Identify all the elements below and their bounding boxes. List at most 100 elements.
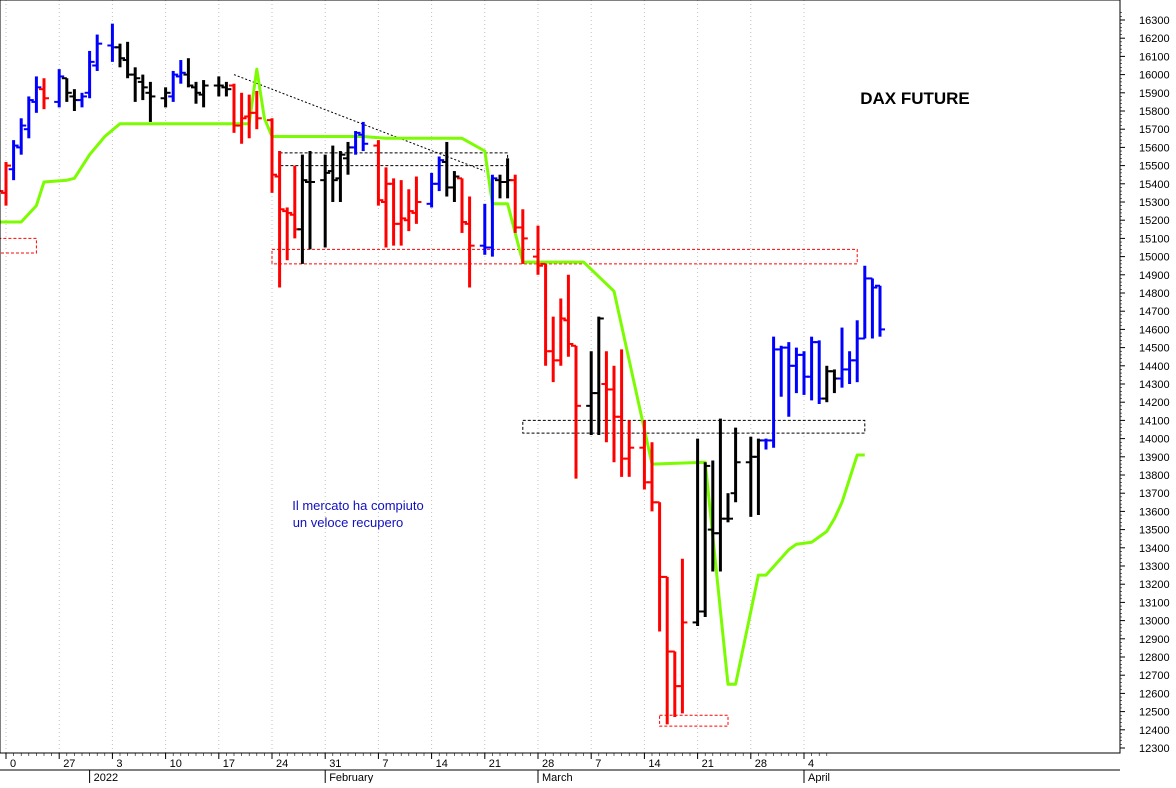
ohlc-bar [844, 351, 855, 384]
month-label: 2022 [94, 772, 118, 783]
ohlc-bar [175, 60, 186, 84]
y-tick-label: 13100 [1139, 597, 1170, 609]
ohlc-bar [251, 90, 262, 130]
y-tick-label: 15900 [1139, 88, 1170, 100]
ohlc-bar [776, 345, 787, 397]
ohlc-bar [624, 420, 635, 477]
ohlc-bar [160, 87, 171, 108]
y-tick-label: 12800 [1139, 652, 1170, 664]
x-tick-label: 21 [702, 758, 714, 770]
zone-left [0, 237, 37, 254]
ohlc-bar [61, 77, 72, 102]
x-tick-label: 14 [648, 758, 660, 770]
y-tick-label: 14700 [1139, 306, 1170, 318]
ohlc-bar [213, 76, 224, 97]
y-tick-label: 13200 [1139, 579, 1170, 591]
ohlc-bar [571, 344, 581, 479]
ohlc-bar [221, 81, 232, 97]
ohlc-bar [457, 177, 467, 233]
zone-march-low [659, 714, 729, 727]
month-label: April [808, 772, 830, 783]
annotation-line-2: un veloce recupero [293, 515, 404, 530]
ohlc-bar [411, 176, 422, 224]
y-tick-label: 14000 [1139, 434, 1170, 446]
x-tick-label: 28 [755, 758, 767, 770]
ohlc-bar [358, 121, 369, 152]
month-label: February [329, 772, 374, 783]
ohlc-bar [84, 50, 95, 99]
ohlc-bar [487, 174, 498, 257]
y-tick-label: 12400 [1139, 725, 1170, 737]
ohlc-bar [289, 165, 300, 239]
ohlc-bar [388, 178, 399, 246]
y-tick-label: 15800 [1139, 106, 1170, 118]
bar-layer [0, 23, 885, 725]
y-tick-label: 14500 [1139, 343, 1170, 355]
ohlc-bar [168, 70, 179, 102]
y-tick-label: 14600 [1139, 324, 1170, 336]
zone-february-resistance [271, 248, 858, 265]
y-tick-label: 12500 [1139, 707, 1170, 719]
x-tick-label: 7 [382, 758, 388, 770]
y-tick-label: 12700 [1139, 670, 1170, 682]
y-tick-label: 14400 [1139, 361, 1170, 373]
ohlc-bar [267, 118, 277, 193]
x-tick-label: 14 [436, 758, 448, 770]
zone-black-lower [522, 419, 866, 434]
y-tick-label: 12900 [1139, 634, 1170, 646]
ohlc-bar [0, 190, 4, 193]
ohlc-bar [16, 118, 27, 155]
ohlc-bar [107, 23, 118, 62]
ohlc-bar [381, 167, 391, 248]
y-tick-label: 15500 [1139, 161, 1170, 173]
ohlc-bar [593, 316, 604, 435]
y-tick-label: 16200 [1139, 33, 1170, 45]
x-tick-label: 24 [276, 758, 288, 770]
ohlc-bar [723, 493, 733, 523]
y-tick-label: 13700 [1139, 488, 1170, 500]
month-label: March [542, 772, 573, 783]
x-tick-label: 7 [595, 758, 601, 770]
y-tick-label: 13400 [1139, 543, 1170, 555]
y-tick-label: 15300 [1139, 197, 1170, 209]
ohlc-bar [852, 320, 863, 383]
x-tick-label: 4 [808, 758, 814, 770]
y-tick-label: 16100 [1139, 51, 1170, 63]
ohlc-bar [350, 131, 361, 155]
y-tick-label: 14300 [1139, 379, 1170, 391]
y-tick-label: 15700 [1139, 124, 1170, 136]
ohlc-bar [282, 207, 293, 261]
ohlc-bar [814, 340, 825, 405]
ohlc-bar [502, 158, 513, 199]
x-tick-label: 3 [116, 758, 122, 770]
y-tick-label: 12300 [1139, 743, 1170, 755]
ohlc-bar [875, 284, 885, 337]
y-tick-label: 13300 [1139, 561, 1170, 573]
ohlc-bar [859, 265, 870, 340]
ohlc-bar [327, 145, 338, 202]
ohlc-bar [403, 189, 414, 232]
y-tick-label: 14800 [1139, 288, 1170, 300]
y-tick-label: 15400 [1139, 179, 1170, 191]
ohlc-bar [305, 151, 315, 250]
ohlc-bar [464, 196, 475, 288]
ohlc-bar [700, 462, 711, 617]
ohlc-bar [320, 154, 331, 248]
annotation-line-1: Il mercato ha compiuto [292, 498, 424, 513]
ohlc-bar [396, 180, 407, 246]
ohlc-bar [601, 351, 612, 443]
y-tick-label: 16300 [1139, 15, 1170, 27]
ohlc-bar [654, 501, 665, 632]
y-tick-label: 13600 [1139, 506, 1170, 518]
ohlc-bar [122, 41, 133, 79]
ohlc-bar [1, 161, 11, 206]
ohlc-bar [236, 92, 247, 144]
ohlc-bar [517, 209, 528, 264]
ohlc-bar [39, 78, 49, 110]
ohlc-bar [806, 336, 817, 401]
ohlc-bar [449, 171, 460, 202]
dashed-trendline [233, 74, 485, 172]
